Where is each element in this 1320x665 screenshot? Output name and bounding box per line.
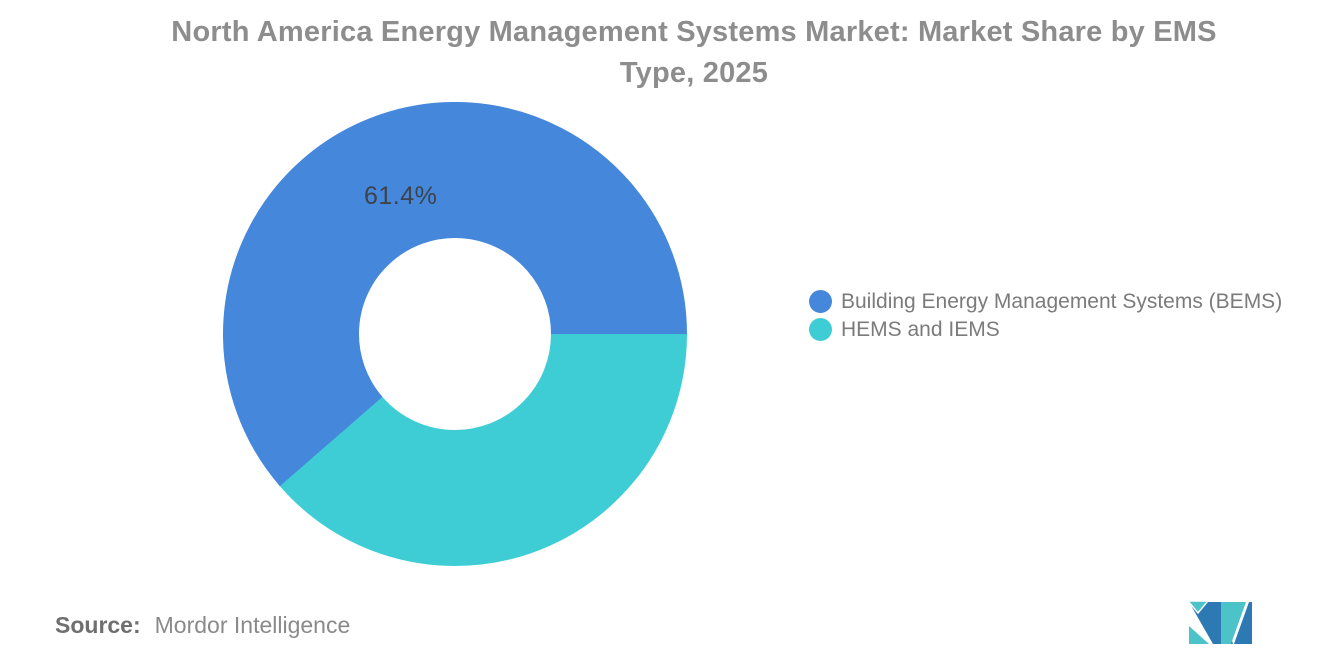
pie-segment-hems[interactable]: [223, 102, 687, 566]
logo-mark: [1188, 600, 1252, 644]
donut-chart: [223, 102, 687, 566]
legend-item-hems[interactable]: HEMS and IEMS: [809, 318, 1282, 341]
legend-item-bems[interactable]: Building Energy Management Systems (BEMS…: [809, 290, 1282, 313]
source-note: Source: Mordor Intelligence: [55, 612, 350, 639]
bems-percent-label: 61.4%: [364, 182, 438, 210]
chart-title: North America Energy Management Systems …: [171, 16, 1217, 89]
donut-svg: [223, 102, 687, 566]
mordor-intelligence-logo-icon: [1188, 600, 1252, 644]
chart-legend: Building Energy Management Systems (BEMS…: [809, 290, 1282, 346]
legend-label-bems: Building Energy Management Systems (BEMS…: [841, 290, 1283, 313]
source-label: Source:: [55, 612, 141, 638]
legend-swatch-bems-icon: [809, 290, 832, 313]
legend-label-hems: HEMS and IEMS: [841, 318, 1000, 341]
legend-swatch-hems-icon: [809, 318, 832, 341]
source-value: Mordor Intelligence: [154, 612, 351, 638]
